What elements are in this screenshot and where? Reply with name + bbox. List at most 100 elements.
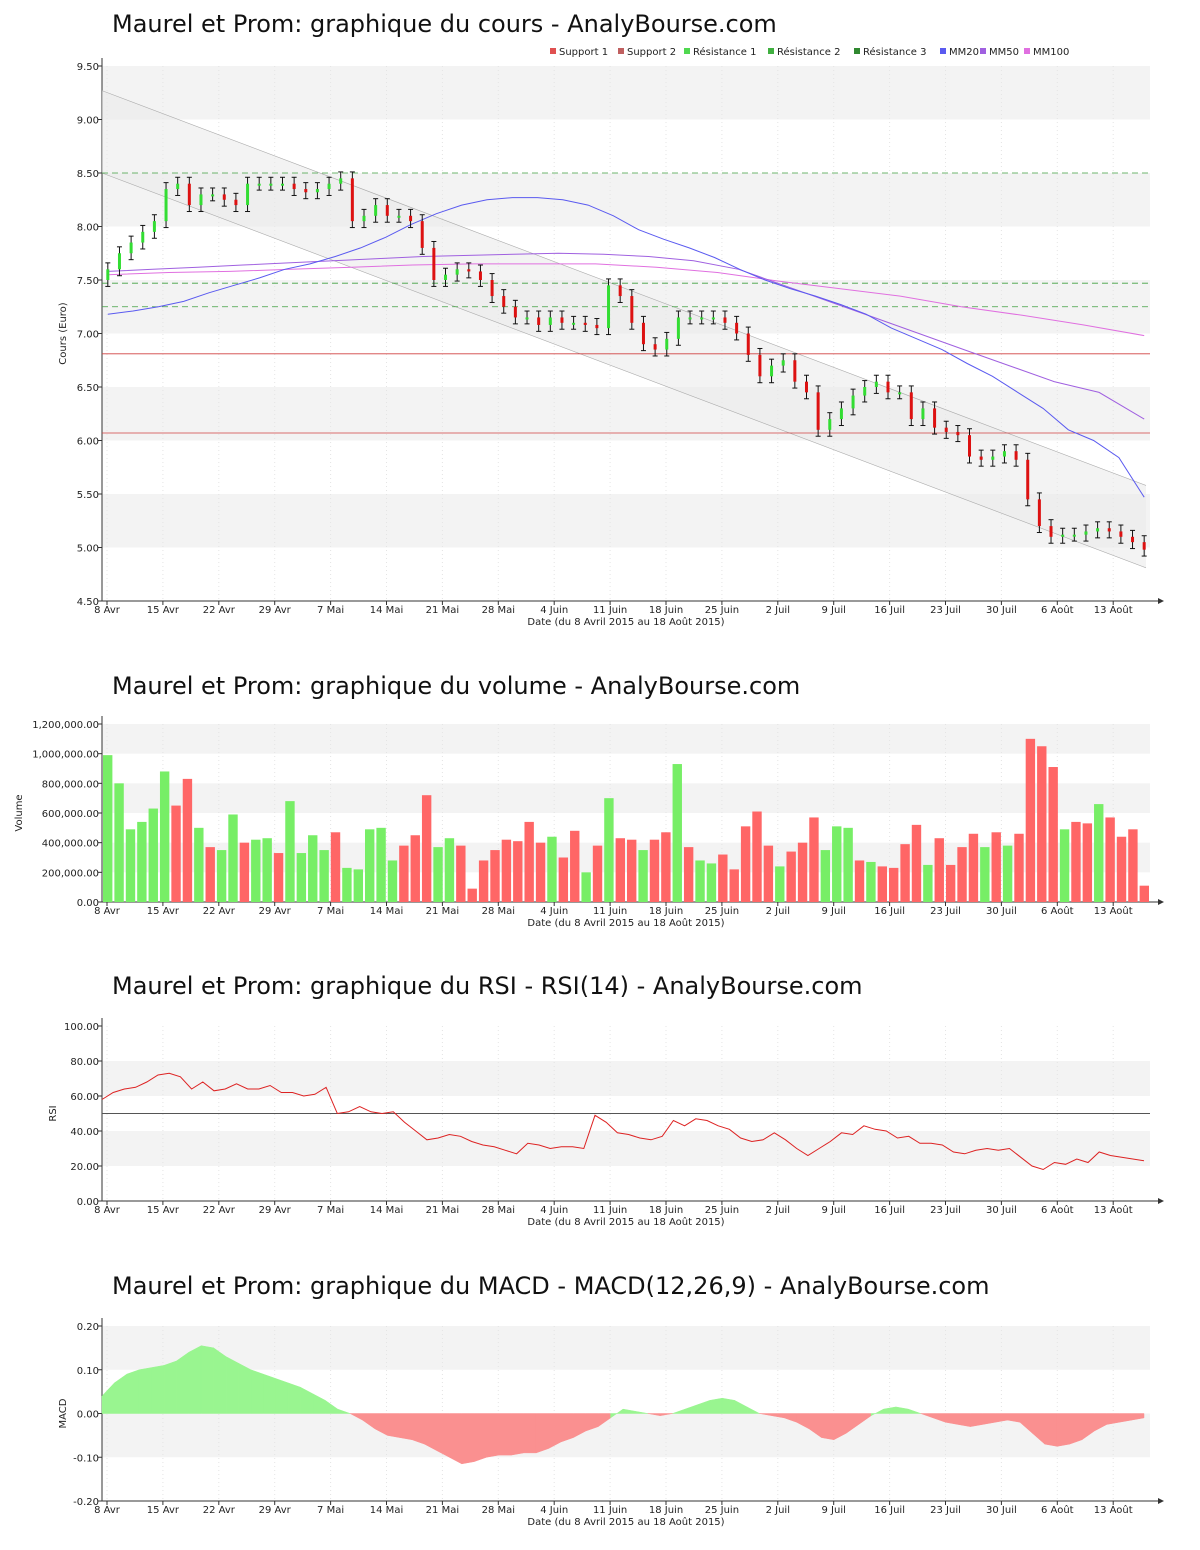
volume-chart: 0.00 200,000.00 400,000.00 600,000.00 800,00…: [14, 716, 1164, 929]
candle-body: [618, 285, 622, 297]
legend-swatch: [768, 48, 774, 54]
legend-swatch: [550, 48, 556, 54]
x-tick-label: 23 Juil: [930, 605, 961, 616]
y-tick-label: 1,200,000.00: [32, 720, 99, 731]
macd-chart-block: Maurel et Prom: graphique du MACD - MACD…: [0, 1260, 1200, 1550]
x-axis-title: Date (du 8 Avril 2015 au 18 Août 2015): [527, 917, 724, 929]
x-tick-label: 22 Avr: [203, 605, 236, 616]
candle-body: [490, 280, 494, 297]
volume-bar: [570, 830, 580, 902]
x-tick-label: 9 Juil: [822, 605, 846, 616]
price-chart-block: Maurel et Prom: graphique du cours - Ana…: [0, 0, 1200, 640]
mm20-line: [107, 197, 1145, 498]
macd-area-segment: [659, 1413, 673, 1416]
x-tick-label: 7 Mai: [317, 1505, 344, 1516]
volume-bar: [866, 861, 876, 902]
volume-chart-title: Maurel et Prom: graphique du volume - An…: [112, 672, 801, 700]
candle-body: [280, 183, 284, 186]
x-tick-label: 28 Mai: [482, 906, 515, 917]
volume-bar: [923, 864, 933, 902]
candle-body: [583, 322, 587, 325]
volume-bar: [376, 827, 386, 902]
mm100-line: [107, 263, 1145, 337]
candle-body: [607, 285, 611, 329]
x-tick-label: 13 Août: [1094, 905, 1133, 917]
macd-area-segment: [511, 1413, 525, 1456]
macd-area-segment: [709, 1397, 723, 1414]
x-tick-label: 11 Juin: [593, 906, 627, 917]
macd-area-segment: [498, 1413, 512, 1456]
candle-body: [315, 189, 319, 193]
volume-bar: [547, 836, 557, 902]
x-tick-label: 9 Juil: [822, 906, 846, 917]
y-tick-label: 5.50: [77, 490, 99, 501]
x-tick-label: 16 Juil: [874, 605, 905, 616]
candle-body: [979, 456, 983, 460]
macd-chart-title: Maurel et Prom: graphique du MACD - MACD…: [112, 1272, 990, 1300]
x-axis-title: Date (du 8 Avril 2015 au 18 Août 2015): [527, 1216, 724, 1228]
x-tick-label: 15 Avr: [147, 605, 180, 616]
volume-bar: [1014, 833, 1024, 902]
volume-bar: [843, 827, 853, 902]
volume-bar: [980, 847, 990, 902]
y-tick-label: 7.00: [77, 330, 99, 341]
macd-area-segment: [635, 1411, 648, 1414]
candle-body: [886, 381, 890, 393]
grid-band: [102, 1326, 1150, 1370]
volume-bar: [137, 821, 147, 902]
x-tick-label: 30 Juil: [986, 906, 1017, 917]
candle-body: [1002, 451, 1006, 457]
volume-bar: [786, 851, 796, 902]
volume-bar: [1048, 767, 1058, 902]
volume-bar: [467, 888, 477, 902]
legend-swatch: [1024, 48, 1030, 54]
volume-bar: [490, 850, 500, 902]
candle-body: [1014, 451, 1018, 460]
volume-bar: [399, 845, 409, 902]
x-tick-label: 23 Juil: [930, 906, 961, 917]
macd-area-segment: [163, 1360, 177, 1414]
candle-body: [327, 183, 331, 190]
candle-body: [548, 317, 552, 325]
volume-bar: [1139, 885, 1149, 902]
macd-area-segment: [734, 1399, 748, 1414]
grid-band: [102, 66, 1150, 120]
x-tick-label: 25 Juin: [705, 906, 739, 917]
volume-bar: [513, 841, 523, 902]
y-tick-label: 9.50: [77, 62, 99, 73]
candle-body: [1131, 536, 1135, 543]
macd-area-segment: [126, 1369, 140, 1414]
price-chart-title: Maurel et Prom: graphique du cours - Ana…: [112, 10, 777, 38]
macd-area-segment: [622, 1408, 636, 1414]
candle-body: [560, 317, 564, 323]
x-tick-label: 6 Août: [1041, 905, 1074, 917]
x-tick-label: 11 Juin: [593, 605, 627, 616]
candle-body: [513, 306, 517, 318]
candle-body: [909, 392, 913, 420]
x-tick-label: 28 Mai: [482, 605, 515, 616]
x-tick-label: 2 Juil: [766, 605, 790, 616]
volume-bar: [319, 850, 329, 902]
candle-body: [222, 194, 226, 200]
candle-body: [444, 274, 448, 280]
x-tick-label: 7 Mai: [317, 906, 344, 917]
x-tick-label: 21 Mai: [426, 906, 459, 917]
x-axis-arrow: [1158, 899, 1164, 905]
candle-body: [502, 296, 506, 307]
candle-body: [397, 215, 401, 218]
volume-bar: [581, 872, 591, 902]
y-tick-label: -0.20: [73, 1497, 99, 1508]
candle-body: [804, 381, 808, 393]
macd-area-segment: [746, 1406, 760, 1414]
volume-bar: [501, 839, 512, 902]
x-axis-arrow: [1158, 598, 1164, 604]
macd-area-segment: [461, 1413, 475, 1465]
volume-bar: [604, 798, 614, 902]
legend-label: MM50: [989, 47, 1019, 58]
volume-bar: [832, 826, 842, 902]
candle-body: [1142, 542, 1146, 550]
grid-band: [102, 783, 1150, 813]
x-tick-label: 29 Avr: [259, 1205, 292, 1216]
volume-bar: [205, 847, 215, 902]
candle-body: [339, 178, 343, 184]
